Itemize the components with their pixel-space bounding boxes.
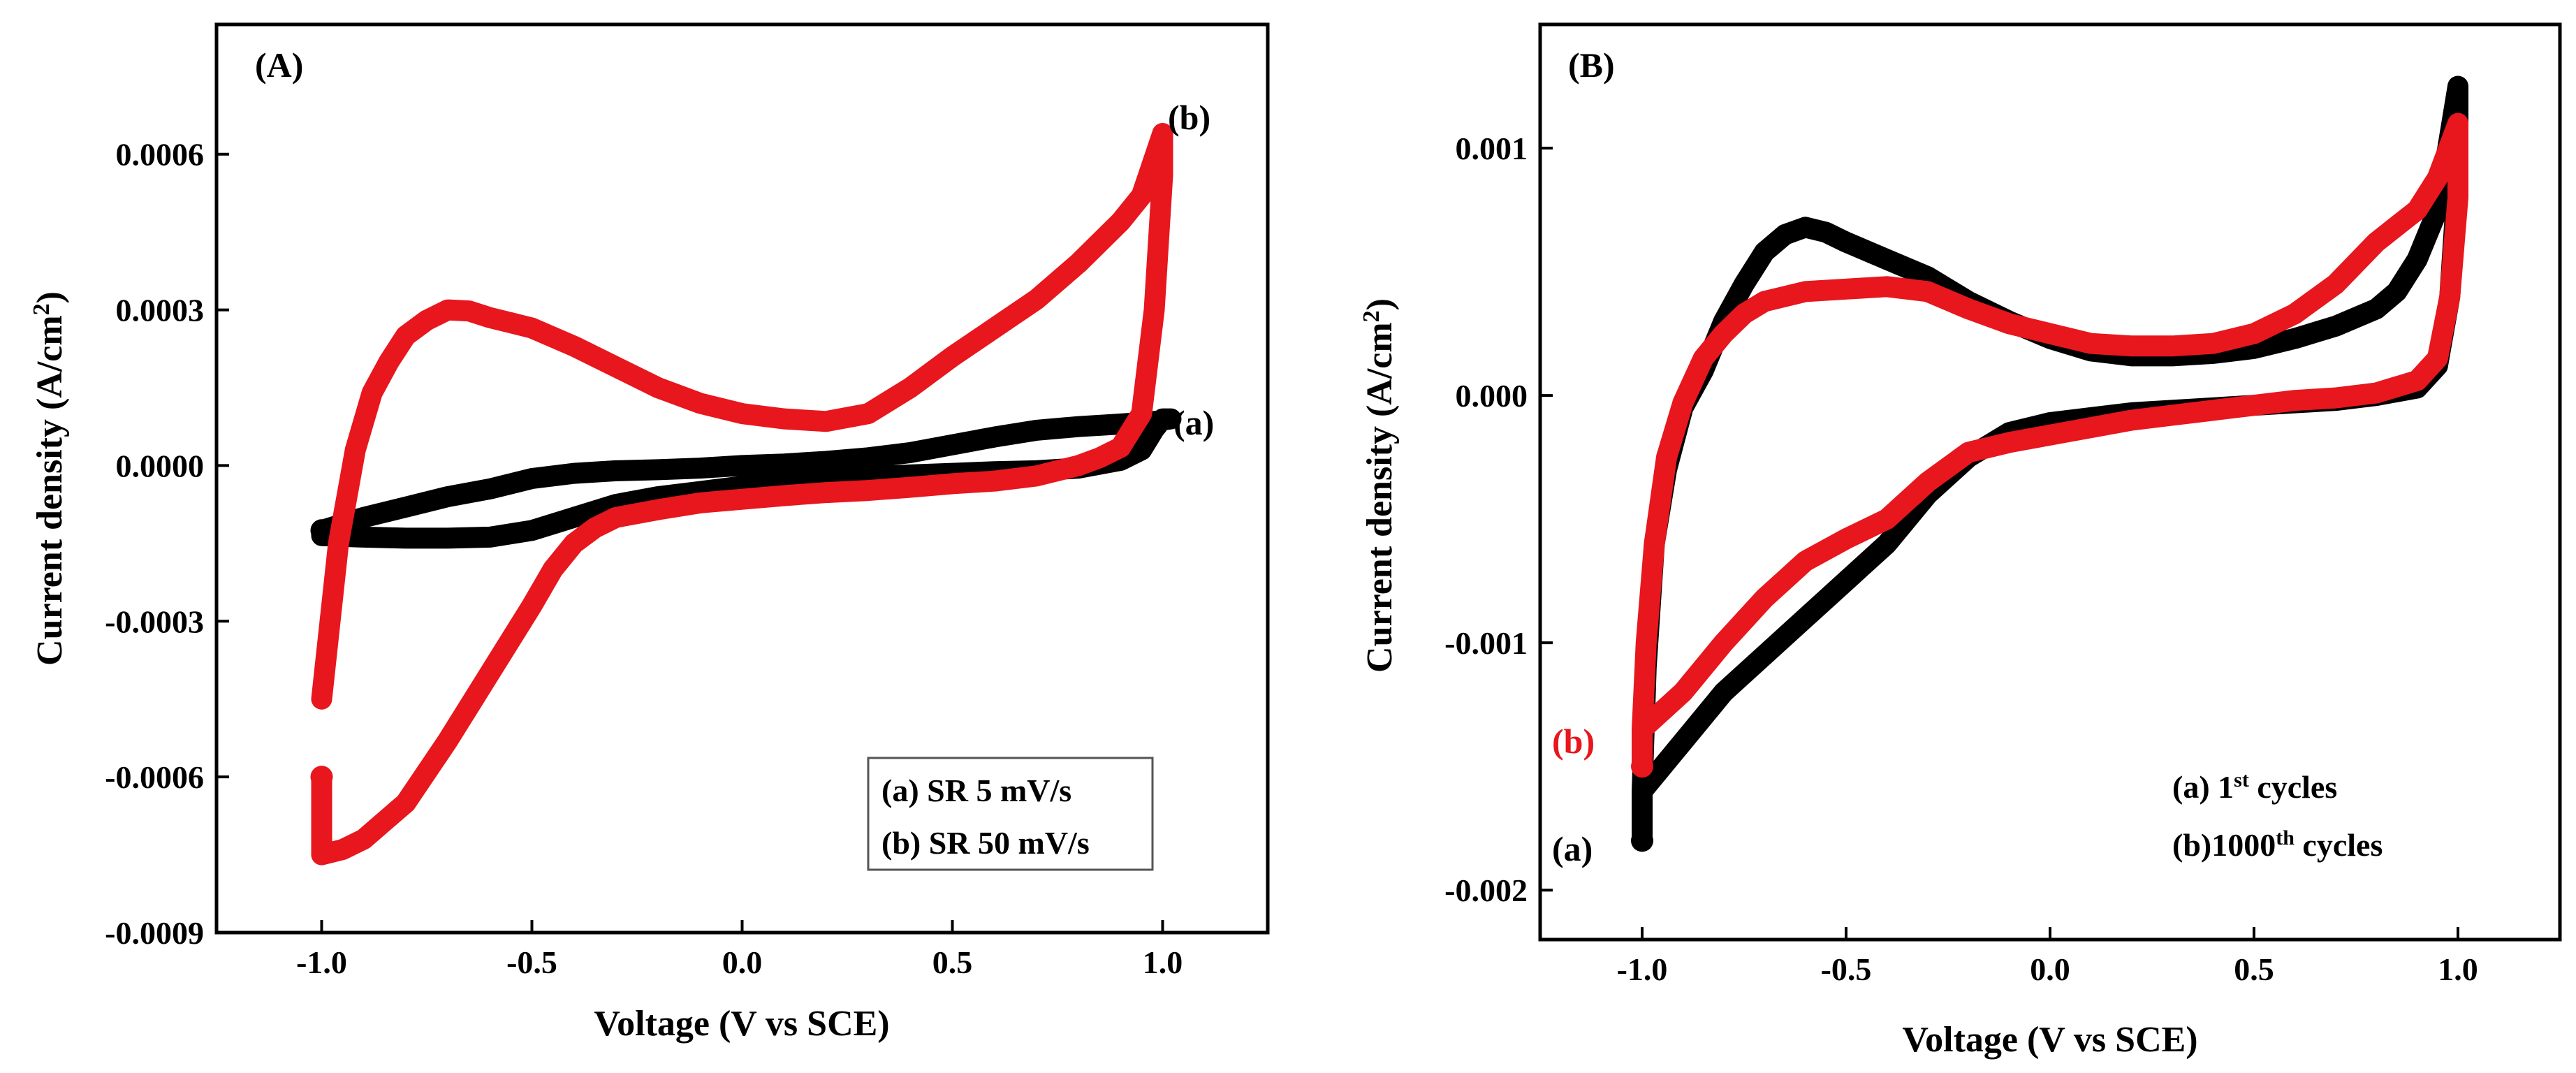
legend: (a) 1st cycles (b)1000th cycles — [2172, 768, 2383, 863]
data-point — [1631, 829, 1653, 852]
curve-label-b: (b) — [1552, 722, 1595, 761]
y-axis-title: Current density (A/cm2) — [1359, 298, 1400, 673]
panel-label: (B) — [1568, 45, 1615, 85]
y-tick-label: -0.001 — [1444, 625, 1528, 661]
y-tick-label: -0.0006 — [105, 759, 204, 795]
legend-entry: (b)1000th cycles — [2172, 826, 2383, 863]
series-line-b — [1632, 112, 2468, 778]
x-tick-label: 0.5 — [932, 944, 973, 980]
legend-entry: (b) SR 50 mV/s — [881, 825, 1090, 861]
data-point — [310, 519, 333, 542]
y-tick-label: -0.002 — [1444, 873, 1528, 908]
y-tick-label: 0.0006 — [116, 137, 205, 173]
curve-label-a: (a) — [1173, 403, 1214, 442]
curve-label-b: (b) — [1168, 98, 1210, 137]
y-tick-label: 0.0000 — [116, 448, 205, 483]
data-point — [310, 766, 333, 789]
x-tick-label: 0.0 — [2030, 951, 2070, 987]
x-tick-label: 0.0 — [722, 944, 763, 980]
y-axis-title: Current density (A/cm2) — [29, 291, 71, 666]
chart-panel-a: -1.0 -0.5 0.0 0.5 1.0 -0.0009 -0.0006 -0.0003 0.… — [29, 22, 1270, 1044]
legend-box — [867, 757, 1154, 871]
legend-entry: (a) 1st cycles — [2172, 768, 2337, 805]
x-tick-label: 1.0 — [2438, 951, 2478, 987]
panel-label: (A) — [255, 45, 303, 85]
legend-entry: (a) SR 5 mV/s — [881, 773, 1071, 808]
y-tick-label: 0.000 — [1456, 378, 1528, 414]
series-line-a — [311, 408, 1182, 549]
x-tick-label: -1.0 — [296, 944, 347, 980]
plot-frame — [1538, 22, 2562, 942]
chart-panel-b: -1.0 -0.5 0.0 0.5 1.0-0.002-0.0010.0000.001 … — [1359, 22, 2562, 1060]
y-tick-label: -0.0009 — [105, 915, 204, 951]
legend: (a) SR 5 mV/s (b) SR 50 mV/s — [867, 757, 1154, 871]
curve-label-a: (a) — [1552, 829, 1593, 868]
x-tick-label: 1.0 — [1143, 944, 1183, 980]
x-tick-label: 0.5 — [2234, 951, 2274, 987]
x-axis-title: Voltage (V vs SCE) — [594, 1004, 889, 1044]
y-tick-label: -0.0003 — [105, 604, 204, 639]
x-tick-label: -0.5 — [1821, 951, 1872, 987]
data-point — [1631, 755, 1653, 778]
series-line-b — [311, 123, 1173, 866]
x-tick-label: -1.0 — [1617, 951, 1668, 987]
x-tick-label: -0.5 — [506, 944, 557, 980]
x-axis-title: Voltage (V vs SCE) — [1902, 1020, 2197, 1060]
y-tick-label: 0.0003 — [116, 293, 205, 328]
y-tick-label: 0.001 — [1456, 131, 1528, 166]
